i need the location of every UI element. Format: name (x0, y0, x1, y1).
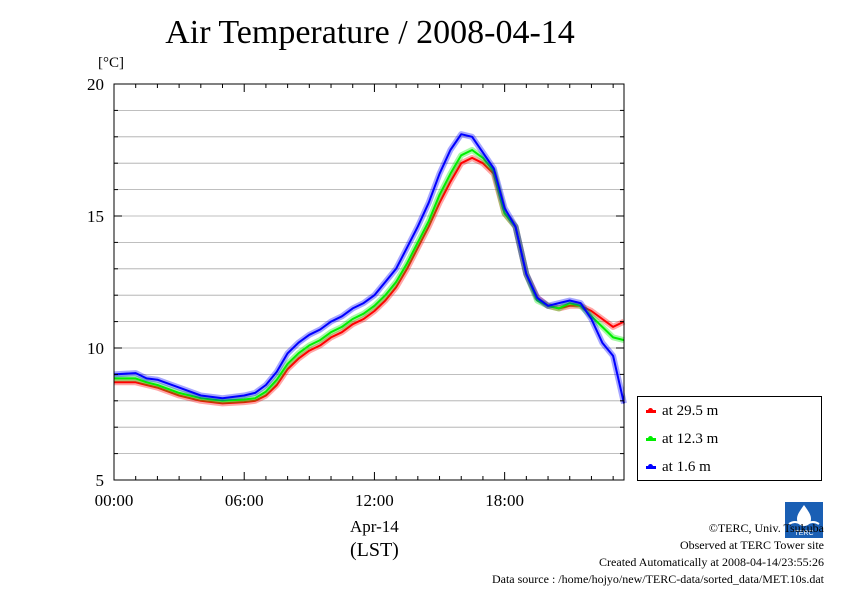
logo-lettering: TERC (794, 530, 813, 537)
grid-lines (114, 110, 624, 455)
legend-item-1-6: at 1.6 m (646, 459, 711, 476)
x-tick-label: 06:00 (225, 491, 264, 510)
terc-logo-icon: TERC (785, 502, 823, 538)
axis-labels: 5 10 15 20 00:00 06:00 12:00 18:00 Apr-14 (LST) (87, 75, 524, 561)
x-tick-label: 18:00 (485, 491, 524, 510)
legend: at 29.5 m at 12.3 m at 1.6 m (637, 396, 822, 481)
x-tick-label: 12:00 (355, 491, 394, 510)
chart-title: Air Temperature / 2008-04-14 (165, 14, 575, 51)
series-halo-12-3 (114, 147, 625, 404)
credits-block: ©TERC, Univ. Tsukuba Observed at TERC To… (492, 520, 824, 588)
created-text: Created Automatically at 2008-04-14/23:5… (599, 555, 824, 569)
legend-label-12-3: at 12.3 m (662, 431, 719, 447)
series-halo-29-5 (114, 154, 626, 407)
legend-item-12-3: at 12.3 m (646, 431, 718, 448)
x-tick-label: 00:00 (95, 491, 134, 510)
legend-swatch-12-3 (646, 436, 656, 441)
x-axis-tz-label: (LST) (350, 539, 399, 561)
y-axis-unit-label: [°C] (98, 55, 124, 71)
series-line-12-3 (114, 149, 625, 402)
plot-frame (113, 83, 625, 481)
legend-swatch-1-6 (646, 464, 656, 469)
data-source-text: Data source : /home/hojyo/new/TERC-data/… (491, 572, 824, 586)
y-tick-label: 15 (87, 207, 104, 226)
observed-text: Observed at TERC Tower site (679, 538, 824, 552)
y-tick-label: 5 (96, 471, 105, 490)
axis-ticks (113, 83, 624, 481)
series-line-1-6 (113, 133, 625, 404)
y-tick-label: 10 (87, 339, 104, 358)
legend-item-29-5: at 29.5 m (646, 403, 718, 420)
copyright-text: ©TERC, Univ. Tsukuba (708, 521, 824, 535)
x-axis-date-label: Apr-14 (350, 517, 399, 536)
y-tick-label: 20 (87, 75, 104, 94)
legend-swatch-29-5 (646, 408, 656, 413)
legend-label-29-5: at 29.5 m (662, 403, 719, 419)
series-lines (113, 131, 627, 407)
legend-label-1-6: at 1.6 m (662, 459, 711, 475)
series-line-29-5 (114, 156, 625, 405)
